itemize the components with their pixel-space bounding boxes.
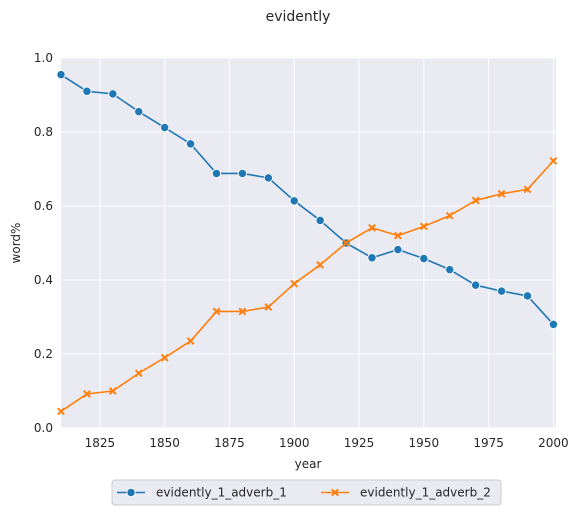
data-point	[342, 239, 350, 247]
data-point	[315, 215, 325, 226]
data-point	[523, 185, 532, 194]
data-point	[264, 303, 273, 311]
data-point	[445, 211, 454, 220]
series-line	[60, 73, 555, 325]
data-point	[471, 196, 480, 205]
data-point	[160, 353, 169, 362]
data-point	[497, 189, 506, 198]
data-point	[394, 231, 402, 240]
x-tick-label: 1925	[344, 436, 375, 450]
data-point	[57, 407, 65, 416]
data-point	[108, 89, 118, 99]
series-1	[56, 70, 559, 330]
data-point	[289, 196, 299, 206]
legend-marker	[331, 488, 339, 497]
data-point	[211, 168, 222, 179]
x-tick-label: 1875	[214, 436, 245, 450]
data-point	[368, 223, 376, 232]
data-point	[393, 245, 403, 255]
legend-marker	[126, 487, 136, 498]
y-tick-label: 0.6	[34, 199, 53, 213]
x-tick-label: 1825	[85, 436, 116, 450]
y-tick-labels: 0.0 0.2 0.4 0.6 0.8 1.0	[34, 51, 53, 435]
y-tick-label: 0.8	[34, 125, 53, 139]
x-tick-label: 1950	[409, 436, 440, 450]
x-tick-label: 2000	[538, 436, 569, 450]
data-point	[134, 107, 144, 117]
legend-label: evidently_1_adverb_1	[156, 486, 287, 500]
series-layer	[56, 70, 559, 416]
data-point	[367, 253, 377, 263]
chart-title: evidently	[266, 9, 331, 25]
data-point	[419, 253, 429, 264]
plot-area	[61, 58, 556, 428]
legend-label: evidently_1_adverb_2	[360, 486, 491, 500]
legend-frame	[111, 479, 502, 506]
data-point	[82, 86, 92, 96]
data-point	[238, 307, 247, 316]
y-tick-label: 0.4	[34, 273, 53, 287]
series-line	[60, 160, 555, 413]
data-point	[548, 319, 559, 330]
data-point	[108, 387, 117, 395]
data-point	[549, 156, 558, 165]
data-point	[419, 222, 428, 231]
y-axis-label: word%	[9, 223, 23, 264]
x-tick-label: 1850	[149, 436, 180, 450]
data-point	[290, 279, 299, 288]
y-tick-label: 0.0	[34, 421, 53, 435]
x-tick-labels: 1825 1850 1875 1900 1925 1950 1975 2000	[85, 436, 569, 450]
data-point	[237, 168, 248, 179]
x-axis-label: year	[295, 457, 322, 471]
data-point	[471, 280, 481, 290]
legend-entry: evidently_1_adverb_1	[117, 486, 287, 500]
legend-entry: evidently_1_adverb_2	[321, 486, 491, 500]
series-2	[57, 156, 558, 416]
data-point	[56, 70, 66, 80]
x-tick-label: 1900	[279, 436, 310, 450]
data-point	[186, 337, 195, 345]
data-point	[160, 122, 170, 133]
data-point	[212, 307, 221, 316]
data-point	[185, 139, 196, 149]
grid-lines	[61, 57, 556, 429]
x-tick-label: 1975	[473, 436, 504, 450]
data-point	[263, 173, 273, 183]
data-point	[522, 291, 533, 301]
y-tick-label: 1.0	[34, 51, 53, 65]
data-point	[83, 390, 91, 398]
data-point	[316, 260, 325, 269]
data-point	[496, 286, 507, 296]
data-point	[134, 369, 143, 378]
data-point	[445, 264, 455, 275]
legend: evidently_1_adverb_1 evidently_1_adverb_2	[111, 479, 502, 506]
y-tick-label: 0.2	[34, 347, 53, 361]
